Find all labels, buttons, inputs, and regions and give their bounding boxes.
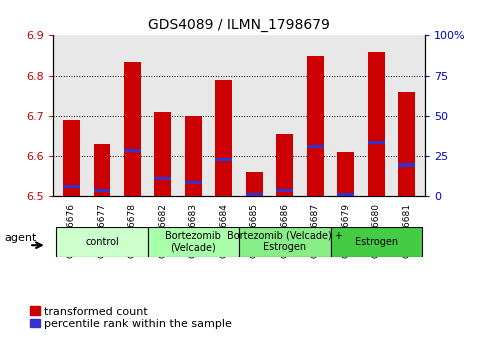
Bar [398, 164, 415, 167]
Bar [124, 149, 141, 152]
Bar [307, 145, 324, 148]
Bar [276, 134, 293, 196]
Bar [56, 227, 148, 257]
Bar [330, 227, 422, 257]
Bar [246, 193, 263, 196]
Bar [94, 189, 110, 193]
Bar [185, 116, 202, 196]
Bar [155, 112, 171, 196]
Legend: transformed count, percentile rank within the sample: transformed count, percentile rank withi… [30, 307, 232, 329]
Bar [124, 62, 141, 196]
Text: agent: agent [4, 233, 37, 243]
Text: Bortezomib (Velcade) +
Estrogen: Bortezomib (Velcade) + Estrogen [227, 231, 343, 252]
Bar [276, 189, 293, 193]
Bar [338, 152, 354, 196]
Bar [148, 227, 239, 257]
Bar [239, 227, 330, 257]
Text: Estrogen: Estrogen [355, 236, 398, 247]
Bar [368, 141, 384, 144]
Bar [94, 144, 110, 196]
Bar [338, 193, 354, 196]
Bar [185, 181, 202, 184]
Bar [368, 51, 384, 196]
Text: control: control [85, 236, 119, 247]
Bar [215, 80, 232, 196]
Bar [307, 56, 324, 196]
Title: GDS4089 / ILMN_1798679: GDS4089 / ILMN_1798679 [148, 18, 330, 32]
Bar [63, 120, 80, 196]
Bar [155, 177, 171, 180]
Bar [246, 172, 263, 196]
Bar [215, 158, 232, 161]
Bar [398, 92, 415, 196]
Bar [63, 185, 80, 188]
Text: Bortezomib
(Velcade): Bortezomib (Velcade) [165, 231, 221, 252]
